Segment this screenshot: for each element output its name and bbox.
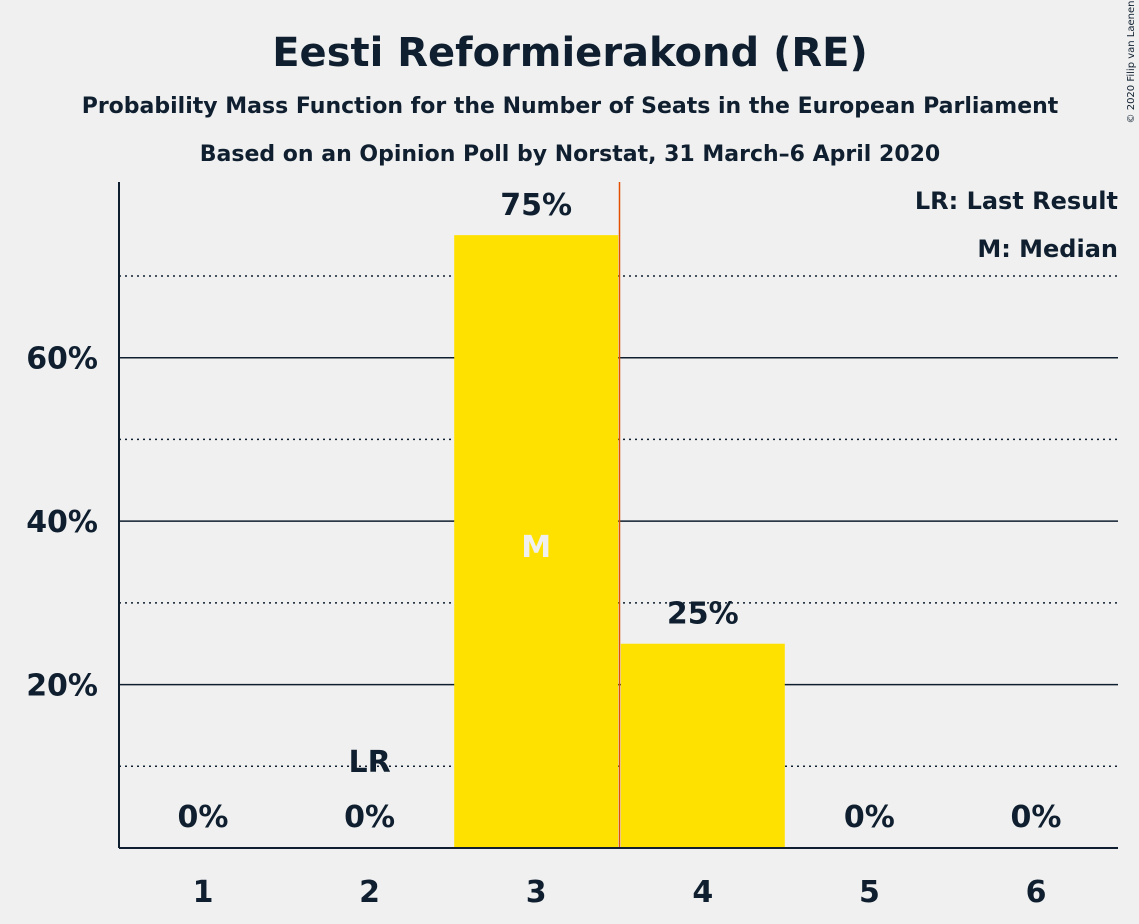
value-label: 25% (667, 597, 739, 632)
x-tick-label: 1 (193, 875, 214, 910)
bar (620, 643, 785, 848)
y-tick-label: 60% (26, 342, 98, 377)
last-result-marker: LR (348, 745, 390, 780)
value-label: 75% (500, 188, 572, 223)
value-label: 0% (1011, 800, 1062, 835)
legend-median: M: Median (977, 235, 1118, 263)
x-tick-label: 4 (692, 875, 713, 910)
chart-subtitle: Probability Mass Function for the Number… (82, 94, 1059, 119)
bars (454, 182, 785, 849)
chart-title: Eesti Reformierakond (RE) (272, 30, 868, 76)
x-tick-label: 3 (526, 875, 547, 910)
x-tick-label: 5 (859, 875, 880, 910)
value-label: 0% (844, 800, 895, 835)
data-labels: 0% 0% 75% 25% 0% 0% LR M (178, 188, 1062, 835)
x-tick-label: 2 (359, 875, 380, 910)
y-tick-label: 40% (26, 505, 98, 540)
x-tick-label: 6 (1026, 875, 1047, 910)
axes: 20% 40% 60% 1 2 3 4 5 6 (26, 182, 1118, 910)
gridlines (119, 275, 1118, 768)
value-label: 0% (178, 800, 229, 835)
bar (454, 235, 619, 849)
median-marker: M (521, 530, 551, 565)
chart-subtitle-poll: Based on an Opinion Poll by Norstat, 31 … (200, 142, 941, 167)
y-tick-label: 20% (26, 669, 98, 704)
legend-last-result: LR: Last Result (915, 187, 1118, 215)
copyright-note: © 2020 Filip van Laenen (1126, 1, 1137, 124)
value-label: 0% (344, 800, 395, 835)
